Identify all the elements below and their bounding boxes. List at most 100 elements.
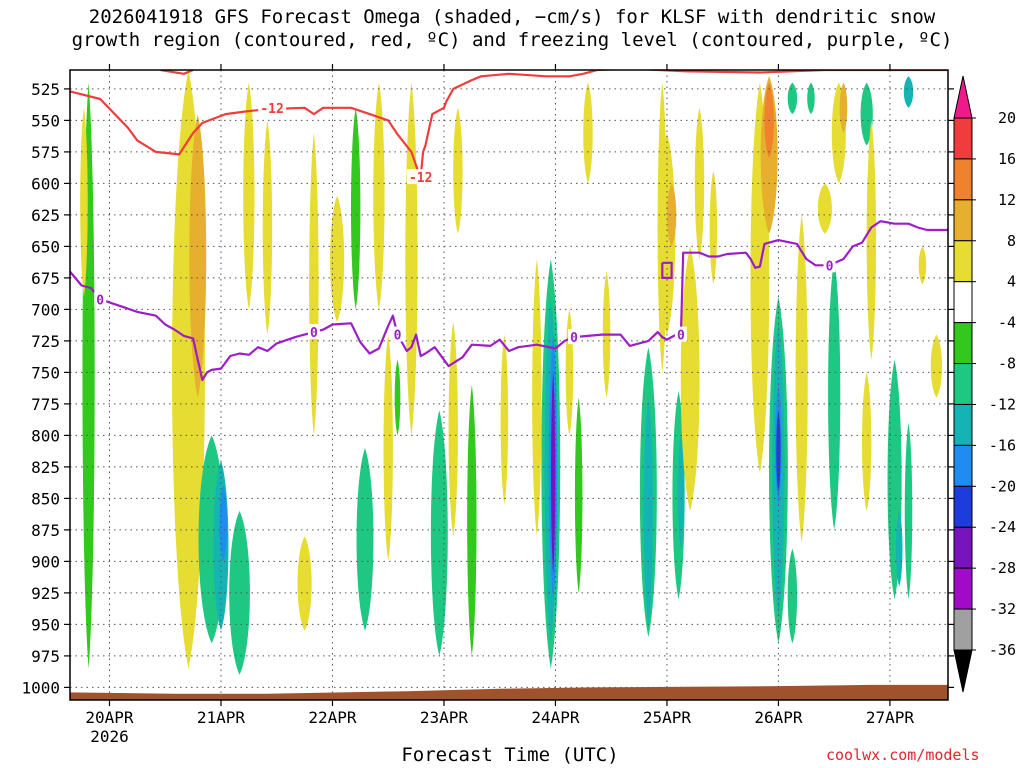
plot-frame — [69, 69, 949, 701]
x-tick-label: 25APR — [643, 708, 692, 727]
freezing-label: 0 — [677, 329, 685, 344]
colorbar-segment — [953, 444, 973, 487]
omega-cell — [448, 322, 458, 537]
freezing-label: 0 — [570, 331, 578, 346]
y-tick-label: 725 — [31, 332, 60, 351]
x-tick-label: 22APR — [308, 708, 357, 727]
x-axis-label: Forecast Time (UTC) — [401, 744, 619, 766]
colorbar-label: -36 — [989, 641, 1016, 659]
freezing-label-bg — [674, 326, 687, 342]
colorbar-segment — [953, 363, 973, 405]
omega-cell — [658, 133, 676, 335]
colorbar-label: -32 — [989, 600, 1016, 618]
dendritic-label-bg — [406, 169, 435, 185]
omega-cell — [373, 82, 385, 310]
omega-cell — [795, 214, 808, 543]
omega-cell — [551, 372, 556, 574]
omega-cell — [666, 183, 677, 247]
y-tick-label: 925 — [31, 584, 60, 603]
omega-cell — [643, 397, 654, 625]
colorbar-segment — [953, 240, 973, 283]
colorbar-segment — [953, 281, 973, 324]
freezing-label-bg — [823, 257, 836, 273]
omega-cell — [677, 435, 685, 549]
omega-cell — [330, 196, 345, 322]
dendritic-label: -12 — [260, 102, 283, 117]
omega-cell — [189, 114, 207, 398]
freezing-label: 0 — [310, 326, 318, 341]
colorbar-segment — [953, 403, 973, 446]
chart-title: 2026041918 GFS Forecast Omega (shaded, −… — [0, 6, 1024, 52]
omega-cell — [356, 448, 374, 631]
y-tick-label: 675 — [31, 269, 60, 288]
dendritic-label-bg — [258, 99, 287, 115]
omega-cell — [583, 82, 593, 184]
colorbar-label: 8 — [1007, 232, 1016, 250]
x-tick-label: 26APR — [754, 708, 803, 727]
omega-cell — [860, 82, 873, 146]
colorbar-bottom-triangle — [953, 649, 973, 693]
colorbar-segment — [953, 526, 973, 569]
y-tick-label: 525 — [31, 80, 60, 99]
y-tick-label: 975 — [31, 647, 60, 666]
freezing-label-bg — [391, 326, 404, 342]
colorbar-label: -12 — [989, 395, 1016, 413]
colorbar-segment — [953, 158, 973, 201]
y-tick-label: 750 — [31, 363, 60, 382]
omega-cell — [430, 410, 448, 656]
colorbar-segment — [953, 485, 973, 528]
dendritic-contour — [583, 70, 948, 75]
chart-title-line1: 2026041918 GFS Forecast Omega (shaded, −… — [88, 6, 936, 28]
omega-cell — [904, 422, 913, 600]
ground-fill — [70, 684, 948, 700]
omega-cell — [500, 334, 509, 505]
y-tick-label: 800 — [31, 426, 60, 445]
contours: -12 -12 0 0 0 0 0 0 — [70, 70, 948, 382]
credit-link[interactable]: coolwx.com/models — [826, 746, 980, 764]
omega-cell — [680, 246, 700, 511]
freezing-label-bg — [94, 291, 107, 307]
x-tick-label: 20APR — [85, 708, 134, 727]
colorbar-segment — [953, 608, 973, 651]
colorbar-label: -28 — [989, 559, 1016, 577]
gridlines — [70, 70, 948, 700]
omega-cell — [80, 107, 88, 297]
y-tick-label: 550 — [31, 111, 60, 130]
omega-cell — [787, 548, 798, 644]
chart-title-line2: growth region (contoured, red, ºC) and f… — [71, 29, 953, 51]
omega-cell — [394, 359, 401, 436]
x-tick-label: 23APR — [420, 708, 469, 727]
omega-cell — [243, 82, 255, 310]
colorbar-label: -20 — [989, 477, 1016, 495]
y-tick-label: 650 — [31, 237, 60, 256]
colorbar-top-triangle — [953, 75, 973, 119]
omega-cell — [866, 120, 877, 360]
freezing-level-contour — [70, 220, 948, 382]
omega-cell — [565, 309, 574, 436]
omega-cell — [903, 76, 914, 108]
omega-cell — [839, 82, 848, 133]
colorbar-label: -16 — [989, 436, 1016, 454]
omega-cell — [350, 107, 361, 310]
ground-surface — [70, 684, 948, 700]
omega-cell — [229, 511, 250, 675]
y-tick-label: 875 — [31, 521, 60, 540]
omega-cell — [828, 259, 841, 530]
y-axis: 525 550 575 600 625 650 675 700 725 750 775 800 825 8… — [21, 80, 954, 697]
freezing-label: 0 — [826, 259, 834, 274]
colorbar-label: -8 — [998, 355, 1016, 373]
freezing-label-bg — [307, 324, 320, 340]
omega-cell — [453, 107, 463, 234]
y-tick-label: 825 — [31, 458, 60, 477]
freezing-level-loop — [661, 261, 673, 279]
omega-cell — [776, 410, 781, 493]
omega-cell — [532, 259, 542, 537]
dendritic-contour — [70, 72, 584, 179]
omega-cell — [930, 334, 943, 398]
colorbar-label: 4 — [1007, 273, 1016, 291]
colorbar-label: 16 — [998, 150, 1016, 168]
omega-cell — [807, 82, 815, 115]
x-tick-sublabel: 2026 — [90, 727, 129, 746]
